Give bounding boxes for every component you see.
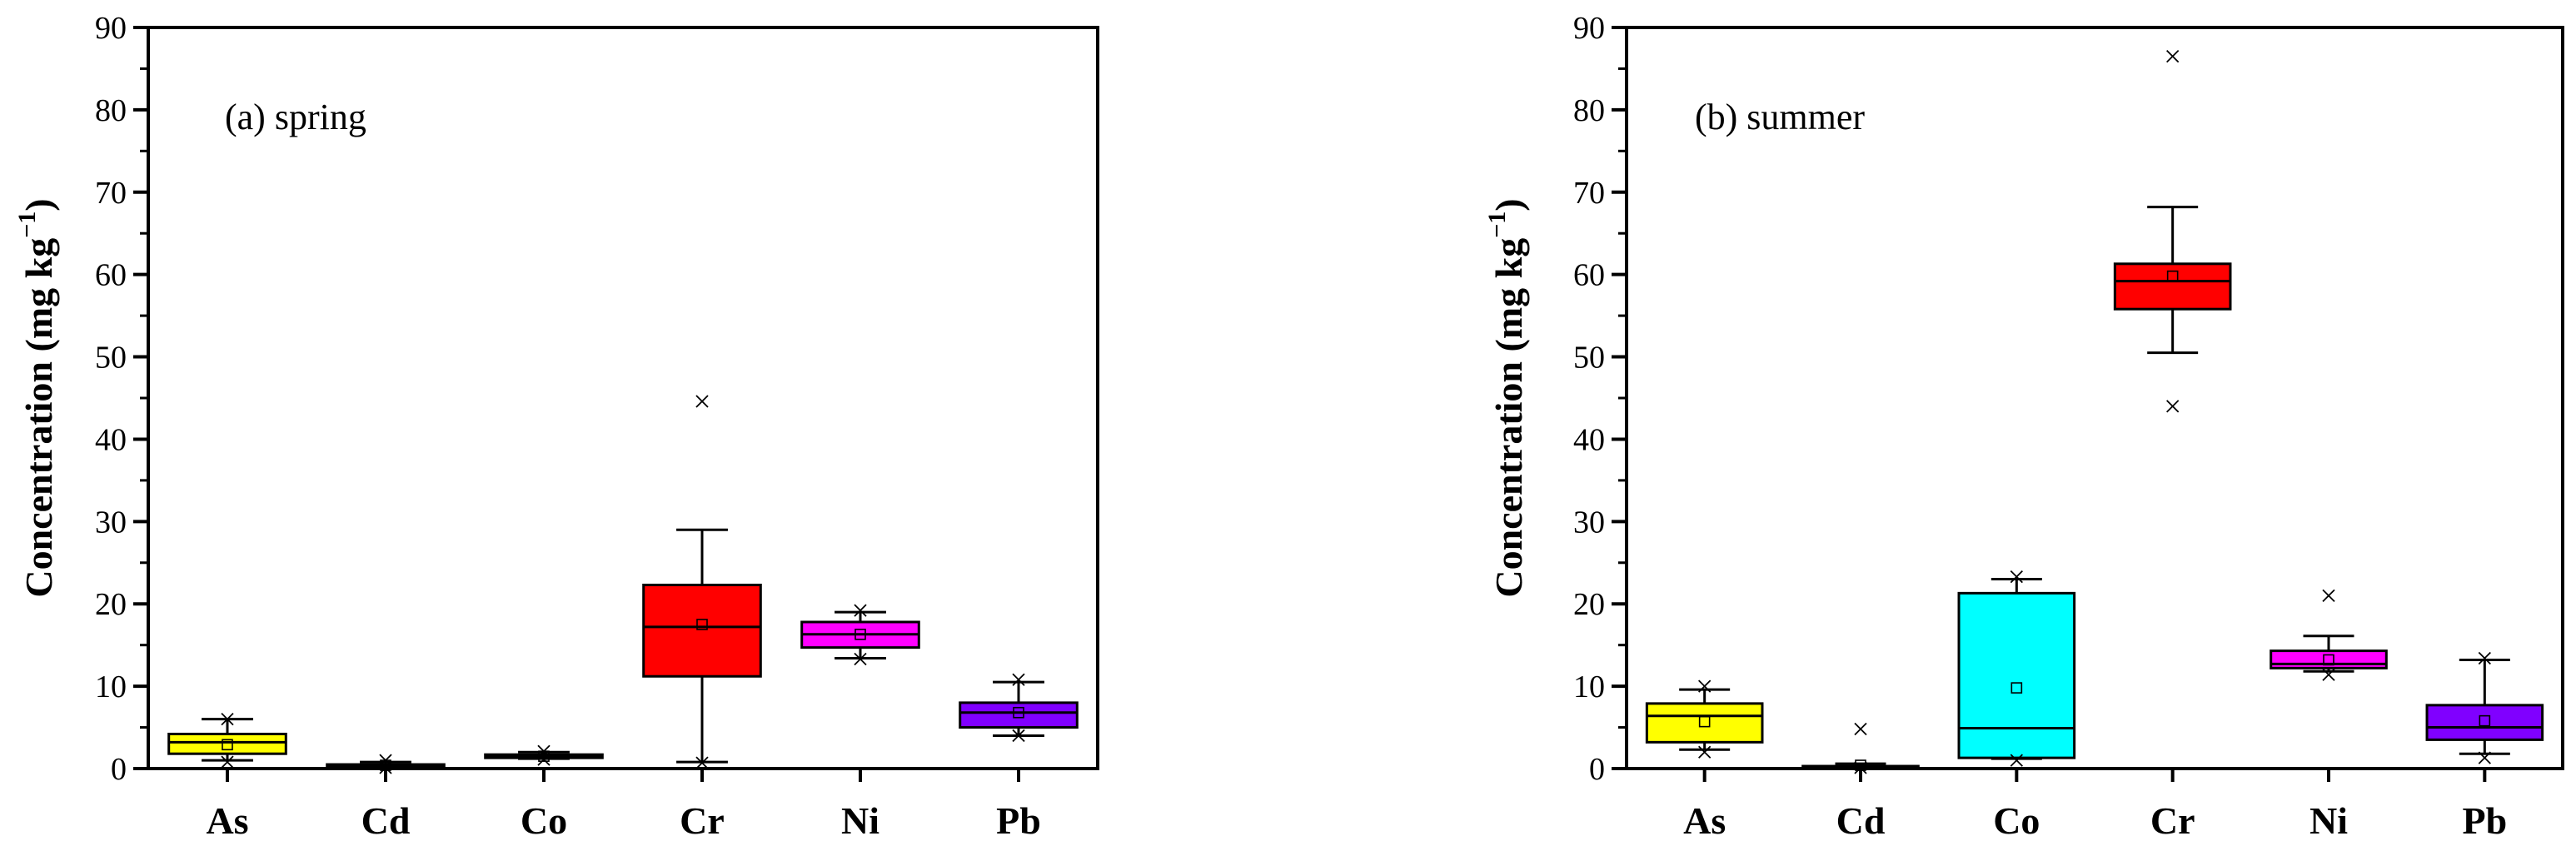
outlier-high [2478, 651, 2491, 665]
x-tick-label-cr: Cr [680, 799, 725, 842]
y-tick-label: 0 [111, 752, 127, 787]
mean-marker [855, 629, 866, 640]
x-tick-label-pb: Pb [2462, 799, 2507, 842]
box-body [1645, 702, 1764, 744]
y-axis-label: Concentration (mg kg−1) [1483, 198, 1530, 597]
outlier-high [537, 744, 551, 758]
box-co [484, 744, 604, 766]
outlier-high [2166, 49, 2180, 63]
y-tick-label: 20 [95, 587, 127, 622]
x-tick-label-as: As [1683, 799, 1726, 842]
outlier-low [1698, 745, 1712, 759]
outlier-high [379, 754, 392, 767]
x-tick-label-co: Co [1993, 799, 2040, 842]
outlier-high [854, 604, 867, 617]
mean-marker [222, 739, 233, 751]
y-tick-label: 30 [95, 505, 127, 540]
x-tick-label-cr: Cr [2150, 799, 2195, 842]
x-tick-label-pb: Pb [996, 799, 1041, 842]
outlier-low [221, 755, 234, 769]
x-tick-label-cd: Cd [1836, 799, 1886, 842]
box-cd [1801, 722, 1920, 774]
mean-marker [2323, 654, 2334, 666]
y-tick-label: 60 [1573, 258, 1605, 293]
box-pb [2425, 651, 2544, 764]
outlier-high [221, 713, 234, 726]
y-tick-label: 10 [1573, 669, 1605, 704]
panel-label: (b) summer [1695, 97, 1865, 137]
box-ni [2270, 589, 2388, 681]
x-tick-label-cd: Cd [361, 799, 411, 842]
panel-label: (a) spring [225, 97, 366, 137]
mean-marker [1855, 759, 1866, 771]
box-body [642, 583, 762, 678]
mean-marker [2166, 270, 2179, 282]
mean-marker [1013, 706, 1024, 719]
box-as [167, 713, 287, 769]
x-tick-label-as: As [206, 799, 248, 842]
mean-marker [2010, 682, 2023, 694]
mean-marker [2479, 714, 2491, 727]
box-as [1645, 679, 1764, 759]
outlier-low [2166, 400, 2180, 413]
outlier-low [695, 756, 709, 769]
y-tick-label: 40 [1573, 422, 1605, 457]
y-tick-label: 50 [95, 341, 127, 376]
chart-panel-1: 0 10 20 30 40 50 60 70 80 90 As Cd Co Cr Ni Pb Concentra… [1483, 11, 2564, 842]
outlier-low [2478, 751, 2491, 764]
box-cr [2113, 49, 2232, 413]
y-tick-label: 90 [95, 11, 127, 46]
outlier-low [2010, 754, 2023, 767]
y-tick-label: 50 [1573, 341, 1605, 376]
outlier-low [1854, 761, 1867, 774]
x-tick-label-ni: Ni [841, 799, 879, 842]
box-pb [959, 673, 1079, 743]
chart-panel-0: 0 10 20 30 40 50 60 70 80 90 As Cd Co Cr Ni Pb Concentra… [13, 11, 1099, 842]
outlier-high [2010, 570, 2023, 584]
x-tick-label-ni: Ni [2309, 799, 2348, 842]
outlier-low [1012, 729, 1025, 743]
mean-marker [1698, 715, 1711, 728]
y-tick-label: 40 [95, 422, 127, 457]
box-body [959, 701, 1079, 729]
outlier-high [1854, 722, 1867, 736]
box-body [2425, 704, 2544, 741]
y-tick-label: 0 [1589, 752, 1605, 787]
box-body [167, 732, 287, 755]
y-tick-label: 80 [95, 93, 127, 128]
box-body [1957, 591, 2076, 759]
y-tick-label: 20 [1573, 587, 1605, 622]
plot-frame [1625, 26, 2564, 770]
outlier-high [1012, 673, 1025, 686]
box-ni [800, 604, 920, 666]
y-tick-label: 70 [1573, 176, 1605, 211]
y-tick-label: 60 [95, 258, 127, 293]
x-tick-label-co: Co [521, 799, 567, 842]
outlier-high [1698, 679, 1712, 693]
outlier-low [2322, 668, 2335, 681]
box-co [1957, 570, 2076, 767]
mean-marker [696, 619, 708, 630]
outlier-high [695, 395, 709, 408]
outlier-high [2322, 589, 2335, 602]
y-tick-label: 80 [1573, 93, 1605, 128]
outlier-low [854, 652, 867, 666]
plot-frame [147, 26, 1099, 770]
box-cr [642, 395, 762, 769]
y-axis-label: Concentration (mg kg−1) [13, 198, 60, 597]
y-tick-label: 70 [95, 176, 127, 211]
y-tick-label: 90 [1573, 11, 1605, 46]
y-tick-label: 10 [95, 669, 127, 704]
y-tick-label: 30 [1573, 505, 1605, 540]
box-cd [326, 754, 446, 774]
